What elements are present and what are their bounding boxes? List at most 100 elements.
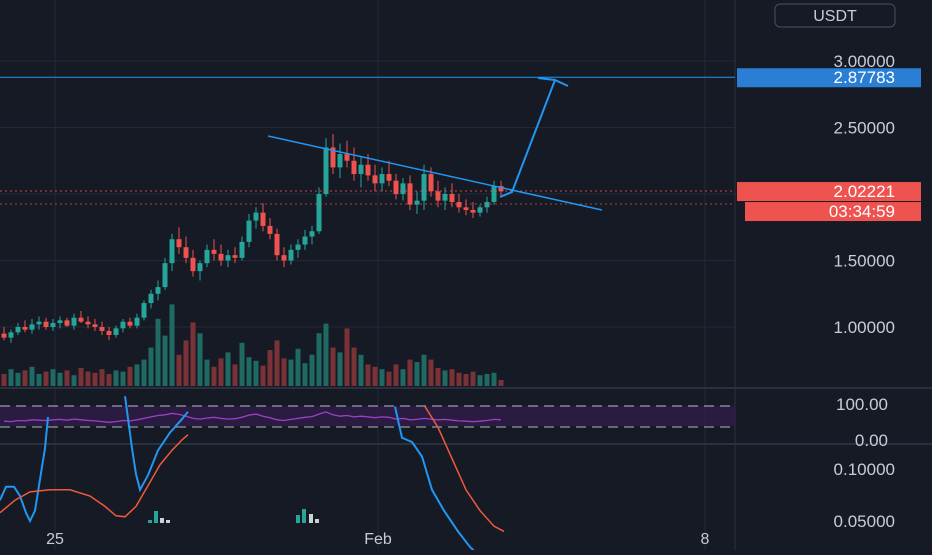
candle-body (463, 207, 469, 210)
volume-bar (190, 322, 196, 386)
volume-bar (1, 374, 7, 386)
candle-body (498, 186, 504, 192)
volume-bar (281, 358, 287, 386)
candle-body (148, 293, 154, 304)
candle-body (477, 207, 483, 213)
volume-bar (232, 364, 238, 386)
volume-bar (470, 371, 476, 386)
candle-body (43, 321, 49, 327)
candle-body (456, 201, 462, 208)
candle-body (253, 212, 259, 221)
volume-bar (260, 365, 266, 386)
currency-label: USDT (813, 8, 857, 25)
candle-body (169, 239, 175, 264)
volume-bar (239, 342, 245, 386)
volume-bar (106, 374, 112, 386)
volume-bar (295, 348, 301, 386)
candle-body (99, 327, 105, 331)
volume-bar (204, 359, 210, 386)
x-tick-label: 25 (46, 531, 64, 548)
currency-selector[interactable] (774, 3, 896, 28)
volume-bar (428, 359, 434, 386)
candle-body (491, 186, 497, 202)
candle-body (365, 164, 371, 176)
current-price-box (737, 182, 921, 202)
volume-bar (484, 374, 490, 386)
candle-body (470, 209, 476, 213)
macd-histogram-bar (315, 519, 319, 523)
volume-bar (358, 354, 364, 386)
volume-bar (29, 366, 35, 386)
candle-body (337, 154, 343, 168)
price-tick-label: 1.00000 (834, 318, 895, 337)
candle-body (15, 327, 21, 333)
volume-bar (99, 369, 105, 386)
volume-bar (442, 370, 448, 386)
axes: USDT 3.00000 2.50000 1.50000 1.00000 100.00 0… (46, 3, 921, 548)
volume-bar (197, 333, 203, 386)
volume-bar (288, 359, 294, 386)
rsi-band (0, 406, 735, 426)
volume-bar (22, 370, 28, 386)
candle-body (113, 328, 119, 335)
volume-bar (323, 323, 329, 386)
candle-body (344, 154, 350, 161)
volume-bar (351, 347, 357, 386)
rsi-tick-label: 0.00 (855, 431, 888, 450)
volume-bar (71, 375, 77, 386)
candle-body (141, 303, 147, 318)
candle-body (428, 174, 434, 192)
candle-body (442, 194, 448, 201)
volume-bars (1, 304, 504, 386)
volume-bar (50, 369, 56, 386)
trendline (267, 135, 603, 211)
candle-body (302, 236, 308, 245)
volume-bar (134, 364, 140, 386)
candle-body (134, 317, 140, 326)
candle-body (232, 255, 238, 258)
price-tick-label: 1.50000 (834, 252, 895, 271)
signal-line (0, 434, 189, 518)
candle-body (260, 212, 266, 226)
candle-body (323, 147, 329, 194)
rsi-line (3, 411, 502, 423)
candle-body (204, 249, 210, 264)
volume-bar (365, 364, 371, 386)
volume-bar (498, 380, 504, 386)
volume-bar (274, 340, 280, 386)
macd-line (124, 396, 189, 493)
candle-body (64, 320, 70, 326)
volume-bar (113, 370, 119, 386)
candle-body (92, 324, 98, 327)
volume-bar (456, 372, 462, 386)
macd-histogram-bar (154, 511, 158, 523)
candle-body (71, 317, 77, 326)
volume-bar (421, 354, 427, 386)
candle-body (106, 330, 112, 335)
volume-bar (141, 359, 147, 386)
candle-body (274, 233, 280, 256)
target-price-label: 2.87783 (834, 68, 895, 87)
volume-bar (309, 354, 315, 386)
macd-histogram-bar (166, 520, 170, 523)
volume-bar (64, 370, 70, 386)
candle-body (36, 321, 42, 325)
rsi-tick-label: 100.00 (836, 395, 888, 414)
candle-body (50, 323, 56, 327)
volume-bar (449, 369, 455, 386)
candle-body (1, 333, 7, 338)
candle-body (351, 160, 357, 175)
breakout-arrow (499, 79, 556, 198)
candle-body (295, 244, 301, 250)
macd-histogram-bar (160, 518, 164, 523)
volume-bar (120, 371, 126, 386)
macd-histogram-bar (148, 520, 152, 523)
volume-bar (407, 359, 413, 386)
candle-body (78, 317, 84, 322)
volume-bar (253, 360, 259, 386)
volume-bar (218, 358, 224, 386)
volume-bar (386, 371, 392, 386)
candle-body (29, 324, 35, 330)
candle-body (358, 164, 364, 175)
